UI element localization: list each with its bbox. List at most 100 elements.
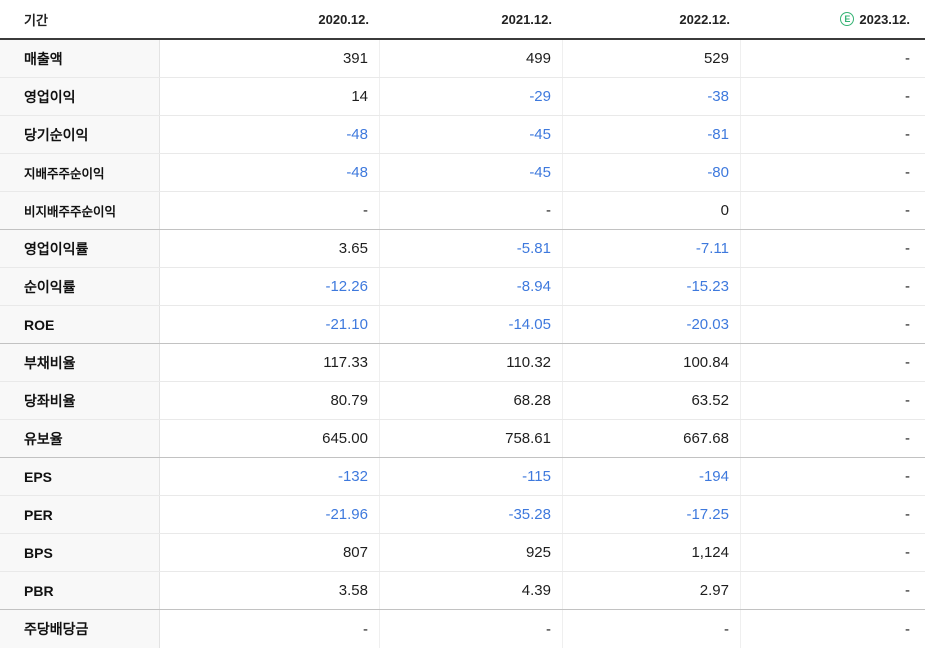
cell: -	[905, 164, 910, 181]
period-header-label: 기간	[24, 12, 48, 28]
row-label: 순이익률	[0, 268, 160, 305]
column-header-2023-12-label: 2023.12.	[859, 11, 910, 27]
table-row: 순이익률 -12.26 -8.94 -15.23 -	[0, 268, 925, 306]
row-label: 당좌비율	[0, 382, 160, 419]
table-row: 주당배당금 - - - -	[0, 610, 925, 648]
cell: 2.97	[563, 572, 741, 609]
cell: -20.03	[563, 306, 741, 343]
table-row: 부채비율 117.33 110.32 100.84 -	[0, 344, 925, 382]
cell: 529	[563, 40, 741, 77]
cell: -35.28	[380, 496, 563, 533]
cell: 1,124	[563, 534, 741, 571]
row-label: 지배주주순이익	[0, 154, 160, 191]
table-row: PBR 3.58 4.39 2.97 -	[0, 572, 925, 610]
cell: -17.25	[563, 496, 741, 533]
cell: -29	[380, 78, 563, 115]
cell: -38	[563, 78, 741, 115]
table-row: 영업이익 14 -29 -38 -	[0, 78, 925, 116]
cell: -	[905, 316, 910, 333]
row-label: ROE	[0, 306, 160, 343]
cell: -	[905, 430, 910, 447]
estimate-icon: E	[840, 12, 855, 26]
cell: 110.32	[380, 344, 563, 381]
cell: 4.39	[380, 572, 563, 609]
cell: -	[160, 192, 380, 229]
cell: -	[905, 202, 910, 219]
cell: -45	[380, 116, 563, 153]
cell: -	[905, 468, 910, 485]
cell: -132	[160, 458, 380, 495]
cell: 499	[380, 40, 563, 77]
cell: 100.84	[563, 344, 741, 381]
row-label: 매출액	[0, 40, 160, 77]
cell: -81	[563, 116, 741, 153]
cell: 68.28	[380, 382, 563, 419]
cell: -21.10	[160, 306, 380, 343]
cell: -48	[160, 116, 380, 153]
cell: -115	[380, 458, 563, 495]
cell: -8.94	[380, 268, 563, 305]
cell: 3.58	[160, 572, 380, 609]
row-label: BPS	[0, 534, 160, 571]
table-row: 당좌비율 80.79 68.28 63.52 -	[0, 382, 925, 420]
table-row: 비지배주주순이익 - - 0 -	[0, 192, 925, 230]
column-header-2023-12-estimate: E 2023.12.	[741, 0, 925, 38]
row-label: 비지배주주순이익	[0, 192, 160, 229]
cell: -	[905, 240, 910, 257]
cell: -	[905, 544, 910, 561]
cell: -80	[563, 154, 741, 191]
cell: 391	[160, 40, 380, 77]
cell: -14.05	[380, 306, 563, 343]
cell: -	[905, 50, 910, 67]
cell: -	[905, 506, 910, 523]
cell: 925	[380, 534, 563, 571]
cell: 63.52	[563, 382, 741, 419]
cell: 0	[563, 192, 741, 229]
cell: -7.11	[563, 230, 741, 267]
cell: -48	[160, 154, 380, 191]
cell: 645.00	[160, 420, 380, 457]
cell: -21.96	[160, 496, 380, 533]
cell: -	[905, 126, 910, 143]
cell: -	[905, 354, 910, 371]
row-label: PBR	[0, 572, 160, 609]
cell: -5.81	[380, 230, 563, 267]
row-label: 영업이익률	[0, 230, 160, 267]
table-row: BPS 807 925 1,124 -	[0, 534, 925, 572]
column-header-2021-12: 2021.12.	[501, 11, 552, 27]
cell: -45	[380, 154, 563, 191]
cell: 80.79	[160, 382, 380, 419]
table-row: 영업이익률 3.65 -5.81 -7.11 -	[0, 230, 925, 268]
cell: -194	[563, 458, 741, 495]
row-label: 주당배당금	[0, 610, 160, 648]
cell: -	[380, 610, 563, 648]
cell: 807	[160, 534, 380, 571]
cell: -	[563, 610, 741, 648]
table-row: PER -21.96 -35.28 -17.25 -	[0, 496, 925, 534]
row-label: 부채비율	[0, 344, 160, 381]
row-label: EPS	[0, 458, 160, 495]
column-header-2022-12: 2022.12.	[679, 11, 730, 27]
cell: 3.65	[160, 230, 380, 267]
cell: -12.26	[160, 268, 380, 305]
table-row: 매출액 391 499 529 -	[0, 40, 925, 78]
column-header-2020-12: 2020.12.	[318, 11, 369, 27]
cell: -	[905, 392, 910, 409]
table-row: 당기순이익 -48 -45 -81 -	[0, 116, 925, 154]
cell: -	[905, 278, 910, 295]
cell: -	[160, 610, 380, 648]
table-row: ROE -21.10 -14.05 -20.03 -	[0, 306, 925, 344]
cell: 667.68	[563, 420, 741, 457]
cell: -	[380, 192, 563, 229]
row-label: 영업이익	[0, 78, 160, 115]
cell: 14	[160, 78, 380, 115]
cell: 117.33	[160, 344, 380, 381]
cell: -	[905, 620, 910, 638]
cell: -15.23	[563, 268, 741, 305]
table-header-row: 기간 2020.12. 2021.12. 2022.12. E 2023.12.	[0, 0, 925, 40]
table-row: EPS -132 -115 -194 -	[0, 458, 925, 496]
row-label: 당기순이익	[0, 116, 160, 153]
cell: -	[905, 88, 910, 105]
table-row: 지배주주순이익 -48 -45 -80 -	[0, 154, 925, 192]
